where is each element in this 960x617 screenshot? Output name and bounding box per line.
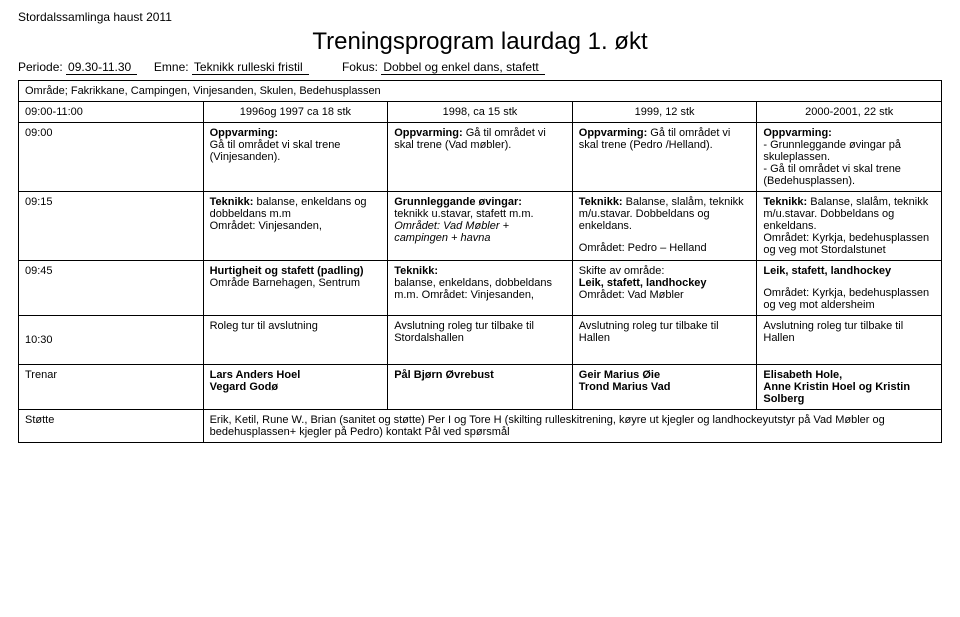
- c1-l2: Område Barnehagen, Sentrum: [210, 277, 360, 289]
- cell-1030-c3: Avslutning roleg tur tilbake til Hallen: [572, 316, 757, 365]
- schedule-table: Område; Fakrikkane, Campingen, Vinjesand…: [18, 80, 942, 443]
- c3-b: Oppvarming:: [579, 127, 647, 139]
- row-1030: 10:30 Roleg tur til avslutning Avslutnin…: [19, 316, 942, 365]
- fokus-value: Dobbel og enkel dans, stafett: [381, 60, 544, 75]
- head-time: 09:00-11:00: [19, 102, 204, 123]
- c4-l2: - Gå til området vi skal trene (Bedehusp…: [763, 163, 901, 187]
- time-0900: 09:00: [19, 123, 204, 192]
- cell-1030-c1: Roleg tur til avslutning: [203, 316, 388, 365]
- cell-0915-c2: Grunnleggande øvingar: teknikk u.stavar,…: [388, 192, 573, 261]
- c2-b: Oppvarming:: [394, 127, 462, 139]
- cell-0900-c2: Oppvarming: Gå til området vi skal trene…: [388, 123, 573, 192]
- fokus-label: Fokus:: [342, 60, 378, 74]
- cell-trenar-c1: Lars Anders Hoel Vegard Godø: [203, 365, 388, 410]
- cell-0900-c1: Oppvarming: Gå til området vi skal trene…: [203, 123, 388, 192]
- c4-l1: Leik, stafett, landhockey: [763, 265, 891, 277]
- head-c2: 1998, ca 15 stk: [388, 102, 573, 123]
- c2-l1: teknikk u.stavar, stafett m.m.: [394, 208, 533, 220]
- c2-area: Området: Vad Møbler + campingen + havna: [394, 220, 509, 244]
- tc4l1: Elisabeth Hole,: [763, 369, 842, 381]
- cell-0900-c4: Oppvarming: - Grunnleggande øvingar på s…: [757, 123, 942, 192]
- time-0945: 09:45: [19, 261, 204, 316]
- tc1l1: Lars Anders Hoel: [210, 369, 301, 381]
- cell-trenar-c3: Geir Marius Øie Trond Marius Vad: [572, 365, 757, 410]
- row-0900: 09:00 Oppvarming: Gå til området vi skal…: [19, 123, 942, 192]
- c1-title: Oppvarming:: [210, 127, 278, 139]
- time-0915: 09:15: [19, 192, 204, 261]
- meta-row: Periode: 09.30-11.30 Emne: Teknikk rulle…: [18, 60, 942, 74]
- c4-title: Oppvarming:: [763, 127, 831, 139]
- emne-label: Emne:: [154, 60, 189, 74]
- stotte-label: Støtte: [19, 410, 204, 443]
- cell-1030-c2: Avslutning roleg tur tilbake til Stordal…: [388, 316, 573, 365]
- c4-area: Området: Kyrkja, bedehusplassen og veg m…: [763, 232, 929, 256]
- cell-0915-c3: Teknikk: Balanse, slalåm, teknikk m/u.st…: [572, 192, 757, 261]
- c4-tek: Teknikk:: [763, 196, 807, 208]
- cell-0945-c3: Skifte av område: Leik, stafett, landhoc…: [572, 261, 757, 316]
- stotte-body: Erik, Ketil, Rune W., Brian (sanitet og …: [203, 410, 941, 443]
- area-cell: Område; Fakrikkane, Campingen, Vinjesand…: [19, 81, 942, 102]
- cell-0915-c4: Teknikk: Balanse, slalåm, teknikk m/u.st…: [757, 192, 942, 261]
- cell-0945-c4: Leik, stafett, landhockey Området: Kyrkj…: [757, 261, 942, 316]
- c3-tek: Teknikk:: [579, 196, 623, 208]
- tc1l2: Vegard Godø: [210, 381, 278, 393]
- emne-value: Teknikk rulleski fristil: [192, 60, 309, 75]
- cell-1030-c4: Avslutning roleg tur tilbake til Hallen: [757, 316, 942, 365]
- c1-tek: Teknikk:: [210, 196, 254, 208]
- cell-trenar-c2: Pål Bjørn Øvrebust: [388, 365, 573, 410]
- cell-0945-c2: Teknikk: balanse, enkeldans, dobbeldans …: [388, 261, 573, 316]
- head-c1: 1996og 1997 ca 18 stk: [203, 102, 388, 123]
- c1-area: Området: Vinjesanden,: [210, 220, 322, 232]
- tc2: Pål Bjørn Øvrebust: [394, 369, 494, 381]
- periode-value: 09.30-11.30: [66, 60, 137, 75]
- area-row: Område; Fakrikkane, Campingen, Vinjesand…: [19, 81, 942, 102]
- c1-l1: Hurtigheit og stafett (padling): [210, 265, 364, 277]
- c3-l2: Leik, stafett, landhockey: [579, 277, 707, 289]
- c2-title: Grunnleggande øvingar:: [394, 196, 522, 208]
- cell-trenar-c4: Elisabeth Hole, Anne Kristin Hoel og Kri…: [757, 365, 942, 410]
- row-stotte: Støtte Erik, Ketil, Rune W., Brian (sani…: [19, 410, 942, 443]
- row-0945: 09:45 Hurtigheit og stafett (padling) Om…: [19, 261, 942, 316]
- cell-0945-c1: Hurtigheit og stafett (padling) Område B…: [203, 261, 388, 316]
- row-0915: 09:15 Teknikk: balanse, enkeldans og dob…: [19, 192, 942, 261]
- c4-l1: - Grunnleggande øvingar på skuleplassen.: [763, 139, 901, 163]
- head-c4: 2000-2001, 22 stk: [757, 102, 942, 123]
- c3-l1: Skifte av område:: [579, 265, 665, 277]
- page-header: Stordalssamlinga haust 2011: [18, 10, 942, 24]
- c2-body: balanse, enkeldans, dobbeldans m.m. Områ…: [394, 277, 552, 301]
- cell-0900-c3: Oppvarming: Gå til området vi skal trene…: [572, 123, 757, 192]
- time-1030: 10:30: [19, 316, 204, 365]
- periode-label: Periode:: [18, 60, 63, 74]
- c3-l3: Området: Vad Møbler: [579, 289, 684, 301]
- tc3l2: Trond Marius Vad: [579, 381, 671, 393]
- tc3l1: Geir Marius Øie: [579, 369, 660, 381]
- c1-body: Gå til området vi skal trene (Vinjesande…: [210, 139, 341, 163]
- c4-l2: Området: Kyrkja, bedehusplassen og veg m…: [763, 287, 935, 311]
- page-title: Treningsprogram laurdag 1. økt: [18, 28, 942, 56]
- cell-0915-c1: Teknikk: balanse, enkeldans og dobbeldan…: [203, 192, 388, 261]
- c3-area: Området: Pedro – Helland: [579, 242, 751, 254]
- header-row: 09:00-11:00 1996og 1997 ca 18 stk 1998, …: [19, 102, 942, 123]
- tc4l2: Anne Kristin Hoel og Kristin Solberg: [763, 381, 910, 405]
- trenar-label: Trenar: [19, 365, 204, 410]
- head-c3: 1999, 12 stk: [572, 102, 757, 123]
- row-trenar: Trenar Lars Anders Hoel Vegard Godø Pål …: [19, 365, 942, 410]
- c2-title: Teknikk:: [394, 265, 438, 277]
